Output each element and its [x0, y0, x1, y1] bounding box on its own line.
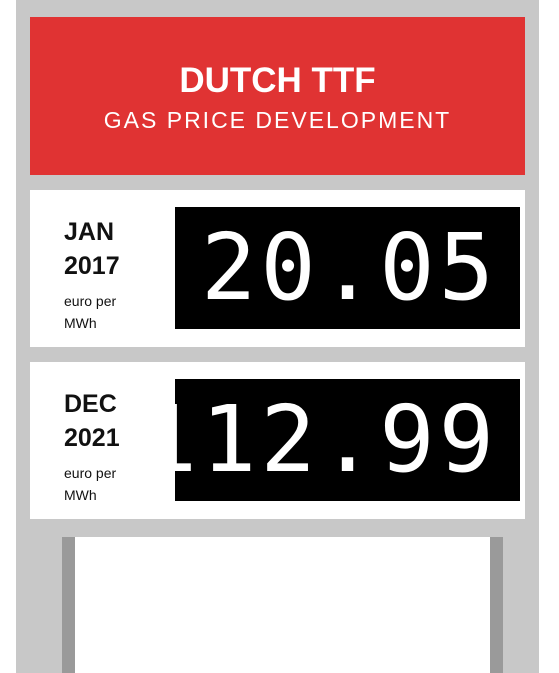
subtitle: GAS PRICE DEVELOPMENT: [103, 107, 452, 133]
title: DUTCH TTF: [179, 61, 376, 100]
year: 2021: [64, 424, 120, 452]
board: [75, 537, 490, 673]
header: DUTCH TTF GAS PRICE DEVELOPMENT: [30, 17, 525, 175]
unit: euro per MWh: [64, 465, 117, 503]
year: 2017: [64, 252, 120, 280]
month: JAN: [64, 218, 115, 246]
price-panel: DEC 2021 euro per MWh 112.99: [30, 362, 525, 519]
month: DEC: [64, 390, 117, 418]
display: 112.99: [142, 379, 520, 501]
price-value: 112.99: [141, 386, 498, 493]
unit: euro per MWh: [64, 293, 117, 331]
display: 20.05: [175, 207, 520, 329]
post: [62, 537, 75, 673]
price-panel: JAN 2017 euro per MWh 20.05: [30, 190, 525, 347]
price-value: 20.05: [201, 214, 498, 321]
post: [490, 537, 503, 673]
